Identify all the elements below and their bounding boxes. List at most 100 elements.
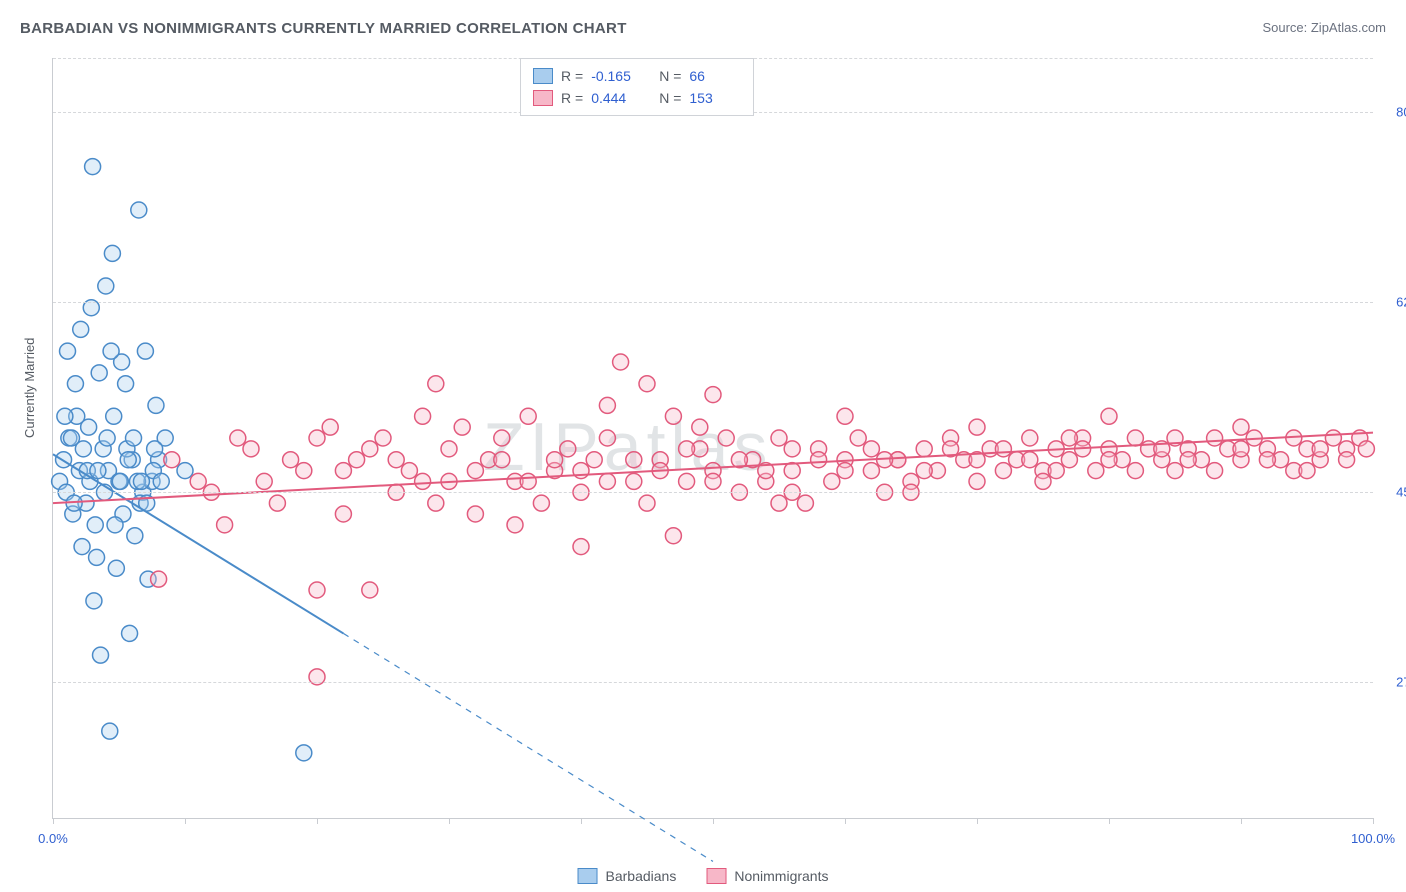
data-point (309, 582, 325, 598)
data-point (120, 452, 136, 468)
data-point (335, 506, 351, 522)
chart-title: BARBADIAN VS NONIMMIGRANTS CURRENTLY MAR… (20, 20, 627, 37)
data-point (639, 376, 655, 392)
data-point (586, 452, 602, 468)
stat-r-label: R = (561, 87, 583, 109)
trend-line-extrapolated (343, 633, 713, 861)
data-point (322, 419, 338, 435)
x-tick (1241, 818, 1242, 824)
data-point (90, 463, 106, 479)
stat-n-value: 153 (689, 87, 741, 109)
y-tick-label: 62.5% (1378, 295, 1406, 310)
legend-label: Barbadians (606, 868, 677, 884)
y-tick-label: 80.0% (1378, 105, 1406, 120)
x-tick (449, 818, 450, 824)
data-point (93, 647, 109, 663)
data-point (1339, 452, 1355, 468)
data-point (573, 539, 589, 555)
data-point (863, 463, 879, 479)
data-point (1127, 463, 1143, 479)
data-point (1259, 452, 1275, 468)
data-point (467, 463, 483, 479)
data-point (1061, 452, 1077, 468)
data-point (1325, 430, 1341, 446)
data-point (1299, 463, 1315, 479)
data-point (771, 430, 787, 446)
data-point (127, 528, 143, 544)
data-point (916, 463, 932, 479)
x-tick (845, 818, 846, 824)
data-point (87, 517, 103, 533)
data-point (177, 463, 193, 479)
grid-line (53, 682, 1373, 683)
data-point (190, 473, 206, 489)
data-point (850, 430, 866, 446)
data-point (811, 452, 827, 468)
legend-swatch (578, 868, 598, 884)
data-point (626, 473, 642, 489)
data-point (1167, 463, 1183, 479)
data-point (547, 452, 563, 468)
data-point (1022, 430, 1038, 446)
data-point (74, 539, 90, 555)
data-point (533, 495, 549, 511)
data-point (797, 495, 813, 511)
data-point (916, 441, 932, 457)
stats-legend-box: R =-0.165N =66R =0.444N =153 (520, 58, 754, 116)
data-point (665, 528, 681, 544)
data-point (692, 419, 708, 435)
data-point (837, 408, 853, 424)
data-point (296, 463, 312, 479)
legend-item: Nonimmigrants (706, 868, 828, 884)
data-point (494, 452, 510, 468)
x-tick (1109, 818, 1110, 824)
data-point (335, 463, 351, 479)
data-point (388, 452, 404, 468)
data-point (147, 441, 163, 457)
data-point (103, 343, 119, 359)
data-point (375, 430, 391, 446)
data-point (599, 397, 615, 413)
data-point (1088, 463, 1104, 479)
data-point (104, 245, 120, 261)
data-point (153, 473, 169, 489)
data-point (99, 430, 115, 446)
data-point (679, 473, 695, 489)
data-point (57, 408, 73, 424)
data-point (1022, 452, 1038, 468)
data-point (599, 473, 615, 489)
x-tick (977, 818, 978, 824)
data-point (1358, 441, 1374, 457)
data-point (122, 625, 138, 641)
data-point (151, 571, 167, 587)
data-point (269, 495, 285, 511)
data-point (454, 419, 470, 435)
data-point (520, 408, 536, 424)
x-tick-label: 100.0% (1351, 831, 1395, 846)
data-point (1127, 430, 1143, 446)
data-point (863, 441, 879, 457)
data-point (98, 278, 114, 294)
data-point (995, 463, 1011, 479)
data-point (60, 343, 76, 359)
data-point (415, 473, 431, 489)
data-point (1207, 430, 1223, 446)
data-point (665, 408, 681, 424)
data-point (164, 452, 180, 468)
x-tick (317, 818, 318, 824)
stat-r-label: R = (561, 65, 583, 87)
data-point (837, 463, 853, 479)
legend-swatch (533, 68, 553, 84)
data-point (217, 517, 233, 533)
data-point (824, 473, 840, 489)
y-tick-label: 45.0% (1378, 485, 1406, 500)
data-point (1048, 463, 1064, 479)
data-point (441, 441, 457, 457)
data-point (1035, 473, 1051, 489)
data-point (428, 376, 444, 392)
x-tick (53, 818, 54, 824)
data-point (415, 408, 431, 424)
stat-r-value: -0.165 (591, 65, 643, 87)
data-point (1061, 430, 1077, 446)
y-tick-label: 27.5% (1378, 675, 1406, 690)
